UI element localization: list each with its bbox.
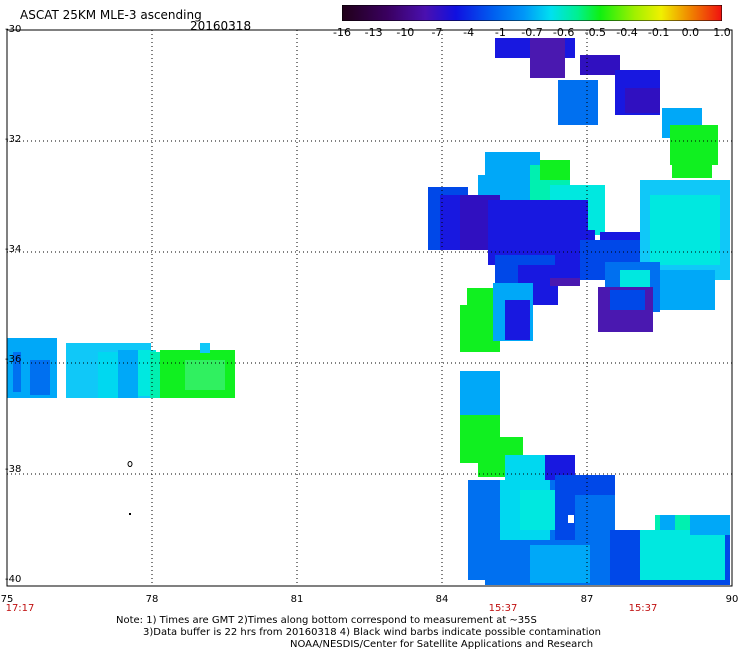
- latitude-label: -38: [5, 464, 22, 475]
- colorbar-tick-label: -1: [494, 26, 506, 39]
- wind-cell: [200, 343, 210, 353]
- wind-cell: [568, 515, 574, 523]
- latitude-label: -30: [5, 24, 22, 35]
- colorbar-tick-label: -13: [364, 26, 383, 39]
- colorbar-tick-label: -0.4: [616, 26, 638, 39]
- note-line-1: Note: 1) Times are GMT 2)Times along bot…: [116, 615, 537, 626]
- colorbar-tick-label: -0.7: [521, 26, 543, 39]
- wind-cells: [7, 38, 730, 585]
- wind-cell: [550, 278, 580, 286]
- note-line-3: NOAA/NESDIS/Center for Satellite Applica…: [290, 639, 594, 650]
- wind-cell: [185, 360, 225, 390]
- wind-cell: [610, 290, 645, 310]
- note-line-2: 3)Data buffer is 22 hrs from 20160318 4)…: [143, 627, 601, 638]
- longitude-label: 90: [725, 594, 739, 605]
- longitude-label: 87: [580, 594, 594, 605]
- wind-cell: [672, 138, 712, 178]
- island-mark: [129, 513, 131, 515]
- lat-lon-grid: [7, 30, 732, 586]
- wind-cell: [30, 360, 50, 395]
- colorbar-tick-label: -16: [333, 26, 351, 39]
- longitude-label: 78: [145, 594, 159, 605]
- wind-cell: [690, 515, 730, 535]
- wind-cell: [540, 160, 570, 180]
- latitude-label: -36: [5, 354, 22, 365]
- wind-cell: [558, 80, 598, 125]
- time-label: 15:37: [628, 603, 658, 614]
- wind-cell: [460, 371, 500, 416]
- wind-cell: [660, 515, 675, 530]
- wind-cell: [13, 352, 21, 392]
- colorbar-tick-label: -4: [463, 26, 475, 39]
- colorbar-tick-label: -0.6: [552, 26, 575, 39]
- map-frame: [6, 29, 733, 587]
- latitude-label: -34: [5, 244, 22, 255]
- wind-cell: [650, 195, 720, 265]
- wind-cell: [530, 38, 565, 78]
- colorbar-tick-label: 0.0: [681, 26, 700, 39]
- colorbar-tick-label: -0.1: [647, 26, 670, 39]
- colorbar-tick-label: -7: [431, 26, 443, 39]
- wind-cell: [625, 88, 660, 113]
- longitude-label: 81: [290, 594, 304, 605]
- longitude-label: 75: [0, 594, 14, 605]
- colorbar-tick-label: -10: [396, 26, 415, 39]
- map-title: ASCAT 25KM MLE-3 ascending: [20, 8, 202, 22]
- wind-cell: [505, 300, 530, 340]
- wind-cell: [118, 350, 138, 398]
- latitude-label: -40: [5, 574, 22, 585]
- wind-cell: [530, 545, 590, 583]
- latitude-label: -32: [5, 134, 22, 145]
- wind-cell: [640, 530, 725, 580]
- island-mark: [127, 461, 133, 467]
- wind-cell: [580, 55, 620, 75]
- wind-cell: [660, 270, 715, 310]
- colorbar-tick-label: -0.5: [584, 26, 607, 39]
- colorbar-tick-label: 1.0: [713, 26, 731, 39]
- longitude-label: 84: [435, 594, 449, 605]
- colorbar: [342, 5, 722, 21]
- time-label: 15:37: [488, 603, 518, 614]
- time-label: 17:17: [5, 603, 35, 614]
